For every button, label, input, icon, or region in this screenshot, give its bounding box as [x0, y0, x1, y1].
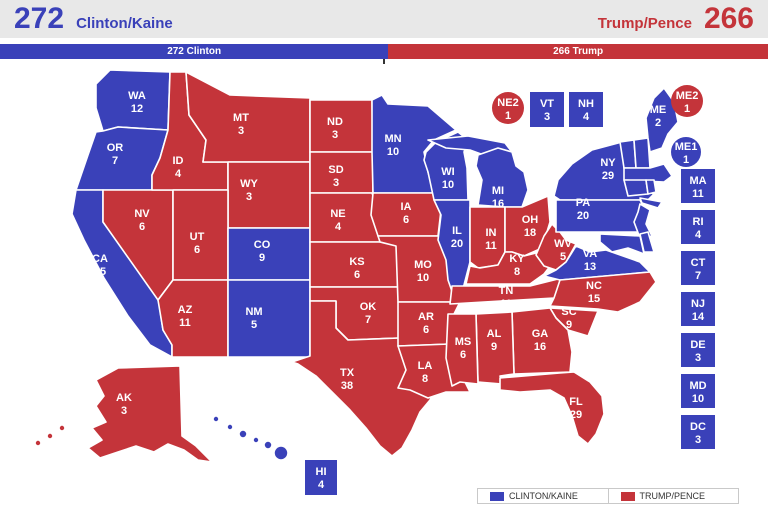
state-MI[interactable] [475, 147, 529, 208]
header-band: 272 Clinton/Kaine Trump/Pence 266 [0, 0, 768, 38]
state-PA[interactable] [555, 199, 647, 233]
trump-candidate-name: Trump/Pence [597, 15, 692, 32]
ak-island [46, 432, 54, 440]
hi-island [238, 429, 248, 439]
majority-tick [383, 59, 385, 64]
state-NC[interactable] [549, 271, 657, 313]
box-DE[interactable] [681, 333, 715, 367]
state-MT[interactable] [185, 71, 311, 163]
state-RI-map[interactable] [645, 179, 657, 195]
circle-ME2[interactable] [671, 85, 703, 117]
box-DC[interactable] [681, 415, 715, 449]
state-IN[interactable] [469, 206, 506, 269]
legend-clinton: CLINTON/KAINE [478, 489, 608, 503]
trump-vote-total: 266 [703, 2, 754, 35]
state-MN[interactable] [371, 94, 457, 194]
clinton-candidate-name: Clinton/Kaine [76, 15, 173, 32]
clinton-swatch-icon [490, 491, 504, 501]
state-IA[interactable] [370, 192, 442, 237]
box-MD[interactable] [681, 374, 715, 408]
hi-island [252, 436, 260, 444]
state-WA[interactable] [95, 69, 171, 132]
state-GA[interactable] [511, 307, 573, 375]
legend-trump-label: TRUMP/PENCE [639, 491, 706, 501]
clinton-vote-total: 272 [14, 2, 65, 35]
ak-island [58, 424, 66, 432]
box-HI[interactable] [305, 460, 337, 495]
state-WV[interactable] [535, 223, 577, 271]
state-FL[interactable] [499, 371, 605, 445]
map-legend: CLINTON/KAINE TRUMP/PENCE [477, 488, 739, 504]
legend-clinton-label: CLINTON/KAINE [509, 491, 578, 501]
state-MD-map[interactable] [599, 233, 645, 255]
state-NM[interactable] [227, 279, 311, 358]
state-NH-map[interactable] [633, 137, 651, 169]
state-UT[interactable] [172, 189, 229, 281]
state-TX[interactable] [291, 300, 438, 457]
hi-island [263, 440, 273, 450]
box-VT[interactable] [530, 92, 564, 127]
hi-island [226, 423, 234, 431]
legend-trump: TRUMP/PENCE [607, 489, 739, 503]
state-AL[interactable] [475, 311, 515, 385]
state-AK[interactable] [87, 365, 213, 463]
state-CO[interactable] [227, 227, 311, 281]
circle-ME1[interactable] [671, 137, 701, 167]
state-KS[interactable] [309, 241, 401, 288]
box-NJ[interactable] [681, 292, 715, 326]
box-NH[interactable] [569, 92, 603, 127]
bar-dem: 272 Clinton [0, 44, 389, 59]
state-WY[interactable] [227, 161, 311, 229]
state-ND[interactable] [309, 99, 374, 153]
header-left: 272 Clinton/Kaine [14, 4, 173, 34]
hi-island [273, 445, 289, 461]
box-CT[interactable] [681, 251, 715, 285]
state-MS[interactable] [445, 313, 479, 387]
state-SD[interactable] [309, 151, 374, 194]
bar-rep: 266 Trump [388, 44, 768, 59]
hi-island [212, 415, 220, 423]
trump-swatch-icon [620, 491, 635, 501]
circle-NE2[interactable] [492, 92, 524, 124]
header-right: Trump/Pence 266 [598, 4, 754, 34]
electoral-vote-bar: 272 Clinton 266 Trump [0, 44, 768, 59]
ak-island [34, 439, 42, 447]
state-KY[interactable] [465, 249, 559, 285]
state-CT-map[interactable] [623, 179, 649, 197]
box-RI[interactable] [681, 210, 715, 244]
box-MA[interactable] [681, 169, 715, 203]
